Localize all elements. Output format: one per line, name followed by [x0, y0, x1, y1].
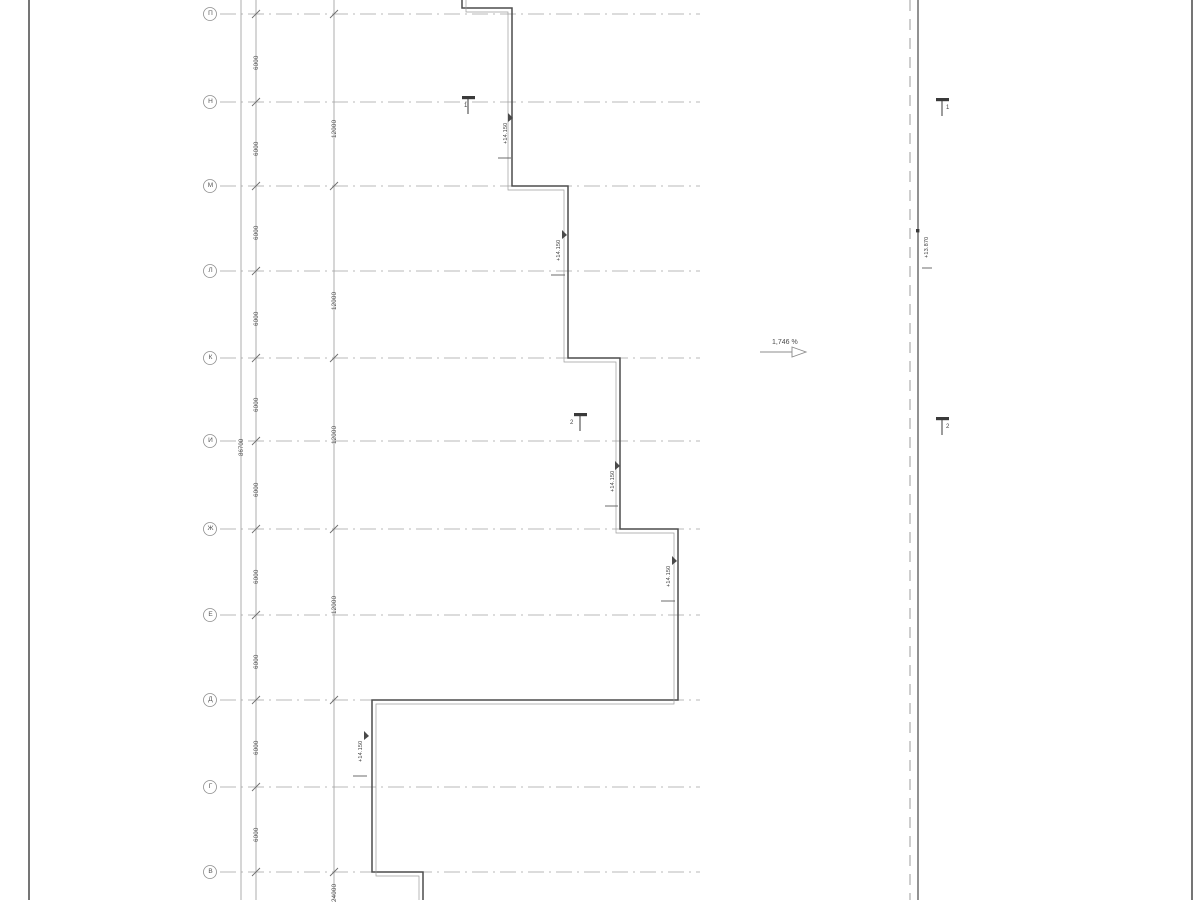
dimension-label-minor: 6000	[253, 141, 260, 156]
elevation-label: +14.150	[556, 239, 562, 261]
section-marker-label: 1	[946, 105, 950, 111]
section-marker-2-right[interactable]	[936, 417, 949, 435]
section-marker-2-plan[interactable]	[574, 413, 587, 431]
dimension-total-label: 86700	[238, 438, 245, 456]
elevation-leader-2	[551, 230, 567, 276]
dimension-chain-lines	[240, 0, 335, 900]
sheet-frame	[28, 0, 1193, 900]
dimension-label-minor: 6000	[253, 569, 260, 584]
elevation-label: +14.150	[610, 470, 616, 492]
right-boundary-lines	[909, 0, 919, 900]
grid-axis-lines	[220, 13, 700, 873]
grid-bubble-label: Ж	[207, 525, 214, 532]
dimension-label-minor: 6000	[253, 482, 260, 497]
building-outline	[371, 0, 679, 900]
dimension-label-minor: 6000	[253, 55, 260, 70]
elevation-label: +14.150	[358, 740, 364, 762]
grid-bubble-label: П	[208, 10, 213, 17]
dimension-ticks-minor	[251, 9, 261, 877]
slope-annotation-label: 1,746 %	[772, 339, 798, 346]
dimension-label-minor: 6000	[253, 397, 260, 412]
dimension-label-minor: 6000	[253, 225, 260, 240]
dimension-label-major: 24000	[331, 883, 338, 902]
dimension-ticks-major	[329, 9, 339, 877]
right-elevation-leader	[916, 229, 932, 269]
grid-bubble-label: Е	[208, 611, 213, 618]
grid-bubble-label: И	[208, 437, 213, 444]
elevation-leaders	[353, 113, 677, 777]
grid-bubble-label: К	[208, 354, 213, 361]
dimension-label-major: 12000	[331, 425, 338, 444]
section-marker-label: 2	[946, 424, 950, 430]
dimension-label-minor: 6000	[253, 654, 260, 669]
section-marker-1-right[interactable]	[936, 98, 949, 116]
dimension-label-minor: 6000	[253, 827, 260, 842]
section-marker-1-plan[interactable]	[462, 96, 475, 114]
elevation-leader-5	[353, 731, 369, 777]
building-outline-inner	[375, 0, 675, 900]
elevation-leader-4	[661, 556, 677, 602]
dimension-label-minor: 6000	[253, 740, 260, 755]
grid-bubble-label: Н	[208, 98, 213, 105]
grid-bubble-label: Д	[208, 696, 213, 703]
dimension-label-minor: 6000	[253, 311, 260, 326]
section-marker-label: 1	[464, 103, 468, 109]
elevation-label: +14.150	[666, 565, 672, 587]
grid-bubbles	[203, 7, 217, 879]
elevation-leader-1	[498, 113, 513, 159]
grid-bubble-label: Л	[208, 267, 213, 274]
dimension-label-major: 12000	[331, 595, 338, 614]
dimension-label-major: 12000	[331, 119, 338, 138]
elevation-leader-3	[605, 461, 620, 507]
grid-bubble-label: В	[208, 868, 213, 875]
elevation-label: +14.150	[503, 122, 509, 144]
right-elevation-label: +13.870	[924, 236, 930, 258]
slope-arrow	[760, 346, 808, 358]
section-marker-label: 2	[570, 420, 574, 426]
grid-bubble-label: М	[207, 182, 214, 189]
grid-bubble-label: Г	[208, 783, 213, 790]
dimension-label-major: 12000	[331, 291, 338, 310]
